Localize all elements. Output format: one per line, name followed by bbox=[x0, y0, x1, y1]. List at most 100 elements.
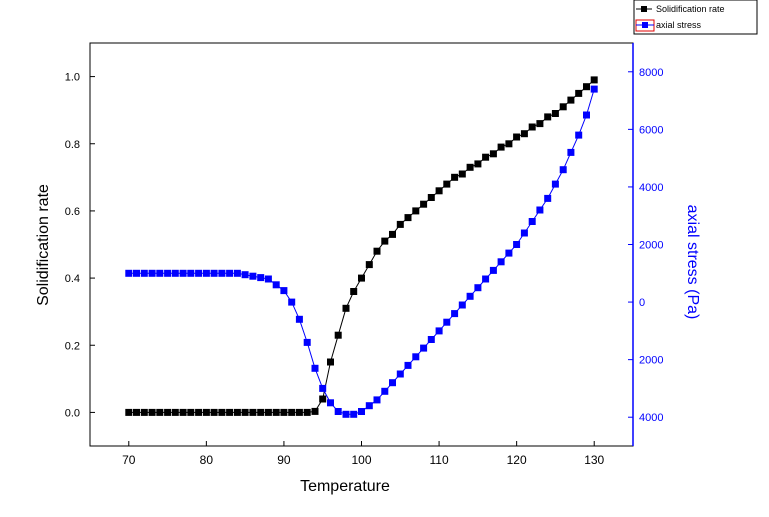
solidification-rate-point bbox=[365, 261, 373, 269]
axial-stress-point bbox=[497, 258, 505, 266]
solidification-rate-point bbox=[474, 160, 482, 168]
axial-stress-point bbox=[520, 229, 528, 237]
solidification-rate-point bbox=[133, 408, 140, 416]
axial-stress-point bbox=[474, 284, 482, 292]
axial-stress-point bbox=[575, 131, 583, 139]
solidification-rate-point bbox=[583, 83, 590, 91]
solidification-rate-point bbox=[319, 395, 327, 403]
solidification-rate-point bbox=[443, 180, 451, 188]
y-tick-label: 0.8 bbox=[65, 139, 80, 151]
solidification-rate-point bbox=[520, 130, 528, 138]
solidification-rate-point bbox=[233, 408, 241, 416]
axial-stress-point bbox=[311, 364, 319, 372]
solidification-rate-point bbox=[435, 187, 443, 195]
solidification-rate-point bbox=[288, 408, 296, 416]
solidification-rate-point bbox=[536, 120, 544, 128]
x-tick-label: 120 bbox=[507, 453, 527, 467]
solidification-rate-point bbox=[171, 408, 179, 416]
legend-marker-solidification bbox=[641, 6, 647, 12]
axial-stress-point bbox=[218, 269, 226, 277]
axial-stress-point bbox=[505, 249, 513, 257]
axial-stress-point bbox=[342, 410, 350, 418]
solidification-rate-point bbox=[202, 408, 210, 416]
solidification-rate-point bbox=[458, 170, 466, 178]
solidification-rate-point bbox=[551, 110, 559, 117]
axial-stress-point bbox=[171, 269, 179, 277]
legend-label-solidification: Solidification rate bbox=[656, 4, 725, 14]
ticks-layer: 70 80 90 100 110 120 130 0.0 0.2 0.4 0.6 0.8 1.0 4000… bbox=[65, 43, 663, 467]
plot-frame bbox=[89, 42, 634, 447]
axial-stress-point bbox=[536, 206, 544, 214]
x-tick-label: 110 bbox=[430, 453, 449, 467]
solidification-rate-point bbox=[210, 408, 218, 416]
y2-tick-label: 8000 bbox=[639, 67, 663, 79]
x-tick-label: 80 bbox=[200, 453, 214, 467]
solidification-rate-point bbox=[295, 408, 303, 416]
axial-stress-point bbox=[435, 327, 443, 335]
axial-stress-point bbox=[350, 410, 358, 418]
axial-stress-point bbox=[319, 384, 327, 392]
x-tick-label: 90 bbox=[277, 453, 291, 467]
axial-stress-point bbox=[458, 301, 466, 309]
axial-stress-point bbox=[195, 269, 203, 277]
solidification-rate-point bbox=[164, 408, 172, 416]
axial-stress-point bbox=[233, 269, 241, 277]
axial-stress-point bbox=[365, 402, 373, 410]
axial-stress-point bbox=[544, 194, 552, 202]
solidification-rate-point bbox=[451, 173, 459, 181]
solidification-rate-point bbox=[427, 194, 435, 201]
solidification-rate-point bbox=[241, 408, 249, 416]
y2-tick-label: 4000 bbox=[639, 182, 663, 194]
solidification-rate-point bbox=[513, 133, 521, 141]
axial-stress-point bbox=[567, 148, 575, 156]
axial-stress-point bbox=[210, 269, 218, 277]
solidification-rate-point bbox=[505, 140, 513, 148]
series-layer bbox=[125, 76, 598, 418]
axial-stress-point bbox=[381, 387, 389, 395]
solidification-rate-point bbox=[195, 408, 203, 416]
legend-label-axial: axial stress bbox=[656, 20, 702, 30]
axial-stress-point bbox=[482, 275, 490, 283]
axial-stress-point bbox=[164, 269, 172, 277]
solidification-rate-point bbox=[179, 408, 187, 416]
solidification-rate-point bbox=[404, 214, 412, 222]
solidification-rate-point bbox=[303, 408, 311, 416]
y-tick-label: 0.4 bbox=[65, 273, 80, 285]
legend-marker-axial bbox=[642, 22, 648, 28]
solidification-rate-point bbox=[567, 96, 575, 104]
y-tick-label: 0.6 bbox=[65, 206, 80, 218]
solidification-rate-point bbox=[590, 76, 598, 84]
solidification-rate-point bbox=[389, 230, 396, 238]
x-axis-label: Temperature bbox=[300, 478, 390, 495]
x-tick-label: 130 bbox=[584, 453, 604, 467]
axial-stress-point bbox=[280, 287, 288, 295]
axial-stress-point bbox=[334, 408, 342, 415]
axial-stress-point bbox=[489, 266, 497, 274]
legend: Solidification rate axial stress bbox=[633, 0, 758, 35]
y2-axis-label: axial stress (Pa) bbox=[684, 205, 701, 320]
axial-stress-point bbox=[373, 396, 381, 404]
solidification-rate-point bbox=[342, 304, 350, 312]
axial-stress-point bbox=[590, 85, 598, 93]
solidification-rate-point bbox=[381, 237, 389, 245]
axial-stress-point bbox=[427, 336, 435, 343]
solidification-rate-point bbox=[350, 288, 358, 295]
y2-tick-label: 0 bbox=[639, 297, 645, 309]
axial-stress-point bbox=[396, 370, 404, 378]
axial-stress-point bbox=[187, 269, 195, 277]
y-axis-label: Solidification rate bbox=[35, 184, 52, 306]
y-tick-label: 1.0 bbox=[65, 72, 80, 84]
axial-stress-point bbox=[420, 344, 428, 352]
solidification-rate-point bbox=[125, 408, 133, 416]
axial-stress-point bbox=[583, 111, 590, 119]
axial-stress-point bbox=[443, 318, 451, 326]
axial-stress-point bbox=[226, 269, 234, 277]
solidification-rate-point bbox=[528, 123, 536, 131]
axial-stress-point bbox=[272, 281, 280, 289]
solidification-rate-point bbox=[272, 408, 280, 416]
solidification-rate-point bbox=[334, 331, 342, 339]
solidification-rate-point bbox=[218, 408, 226, 416]
axial-stress-point bbox=[133, 269, 140, 277]
axial-stress-point bbox=[148, 269, 156, 277]
